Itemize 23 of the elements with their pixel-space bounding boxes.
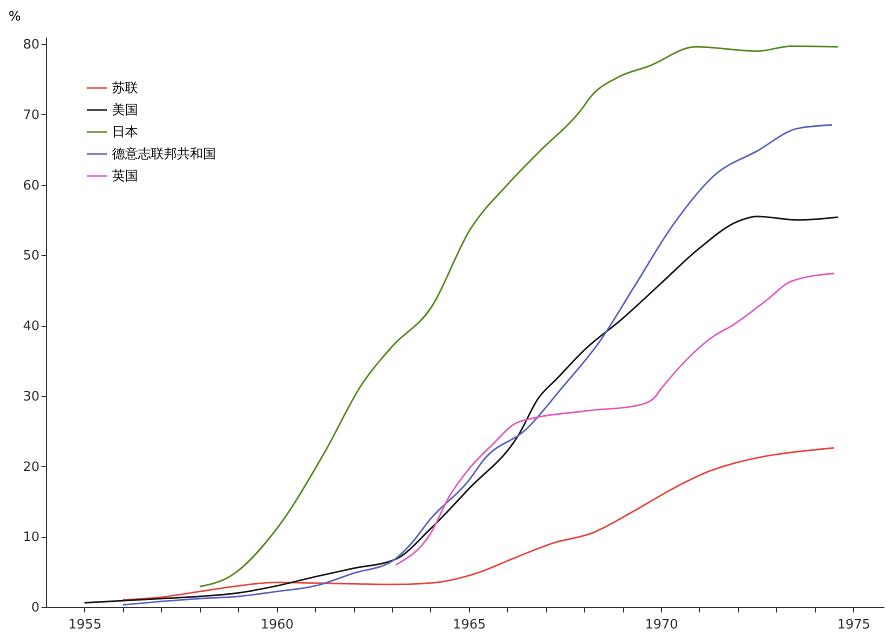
y-tick-label: 0	[31, 600, 40, 616]
x-tick-label: 1965	[452, 618, 486, 632]
y-tick-label: 70	[22, 108, 40, 123]
legend-label: 德意志联邦共和国	[112, 147, 216, 162]
line-series	[84, 216, 839, 604]
x-tick-label: 1975	[837, 618, 870, 632]
y-tick-label: 80	[22, 38, 40, 53]
y-tick-label: 60	[22, 178, 40, 194]
y-tick-label: 50	[22, 248, 40, 264]
y-tick-label: 10	[22, 530, 40, 546]
y-axis-title: %	[8, 10, 21, 24]
y-tick-label: 30	[22, 389, 40, 404]
x-tick-label: 1960	[260, 618, 294, 632]
y-tick-label: 40	[22, 319, 40, 334]
y-tick-label: 20	[22, 460, 40, 475]
legend-label: 英国	[112, 169, 138, 184]
line-series	[395, 272, 835, 566]
legend-label: 美国	[112, 102, 138, 118]
line-series	[122, 447, 835, 601]
legend-label: 日本	[112, 125, 138, 140]
legend-label: 苏联	[112, 81, 138, 96]
x-tick-label: 1970	[645, 618, 678, 632]
x-tick-label: 1955	[68, 618, 102, 632]
